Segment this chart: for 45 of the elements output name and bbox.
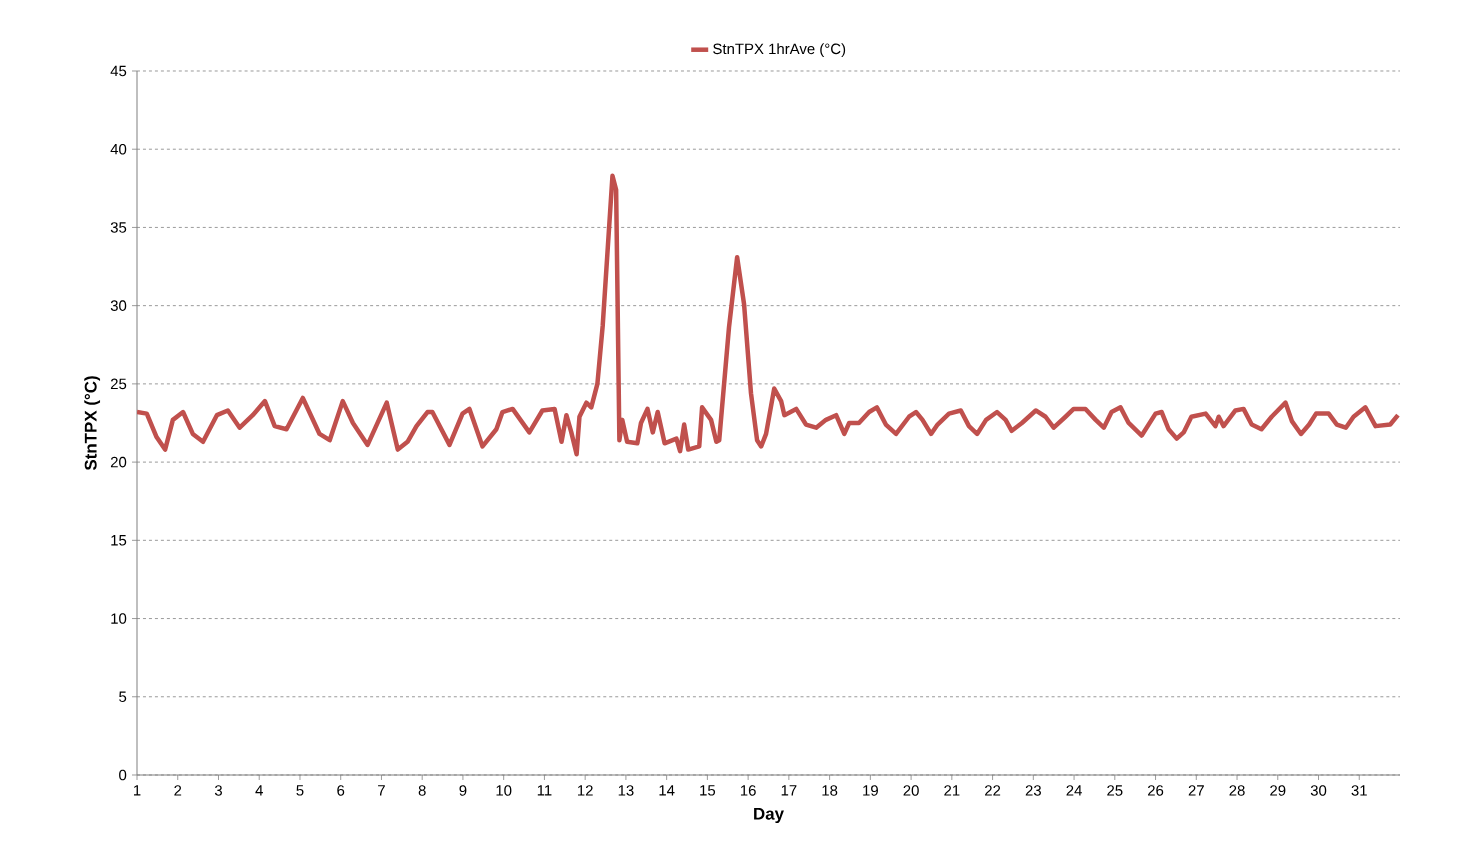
y-tick-label: 0 (119, 769, 127, 781)
x-tick-label: 24 (1066, 785, 1082, 796)
y-tick-label: 40 (110, 143, 127, 155)
x-tick-label: 27 (1188, 785, 1204, 796)
x-tick-label: 2 (174, 785, 182, 796)
y-tick-label: 45 (110, 65, 127, 77)
y-axis-title: StnTPX (°C) (84, 376, 101, 471)
y-tick-label: 5 (119, 691, 127, 702)
x-tick-label: 7 (378, 785, 385, 796)
x-tick-label: 18 (822, 785, 838, 796)
x-tick-label: 22 (985, 785, 1001, 796)
x-tick-label: 23 (1025, 785, 1041, 796)
x-tick-label: 1 (133, 785, 141, 796)
x-tick-label: 5 (296, 785, 304, 796)
x-tick-label: 17 (781, 785, 797, 796)
y-tick-label: 20 (110, 456, 127, 468)
x-tick-label: 20 (903, 785, 919, 796)
y-tick-label: 15 (111, 535, 127, 546)
x-tick-label: 10 (496, 785, 512, 796)
x-tick-label: 6 (337, 785, 345, 796)
x-tick-label: 14 (659, 785, 675, 796)
x-tick-label: 31 (1351, 785, 1367, 796)
x-tick-label: 8 (418, 785, 426, 796)
legend-label: StnTPX 1hrAve (°C) (713, 43, 846, 58)
x-tick-label: 19 (863, 785, 878, 796)
x-tick-label: 30 (1310, 785, 1327, 796)
x-tick-label: 12 (577, 785, 593, 796)
x-tick-label: 28 (1229, 785, 1245, 796)
x-tick-label: 25 (1107, 785, 1123, 796)
x-tick-label: 29 (1270, 785, 1286, 796)
x-tick-label: 16 (740, 785, 756, 796)
x-axis-title: Day (754, 807, 784, 824)
x-tick-label: 3 (214, 785, 222, 796)
y-tick-label: 10 (111, 613, 127, 624)
y-tick-label: 35 (110, 222, 127, 233)
x-tick-label: 15 (700, 785, 716, 796)
y-tick-label: 25 (110, 378, 127, 390)
x-tick-label: 9 (459, 785, 467, 796)
x-tick-label: 26 (1147, 785, 1164, 796)
y-tick-label: 30 (110, 300, 127, 311)
line-series (137, 173, 1400, 457)
x-tick-label: 11 (537, 785, 552, 796)
x-tick-label: 21 (944, 785, 960, 796)
x-tick-label: 13 (618, 785, 634, 796)
x-tick-label: 4 (255, 785, 263, 796)
